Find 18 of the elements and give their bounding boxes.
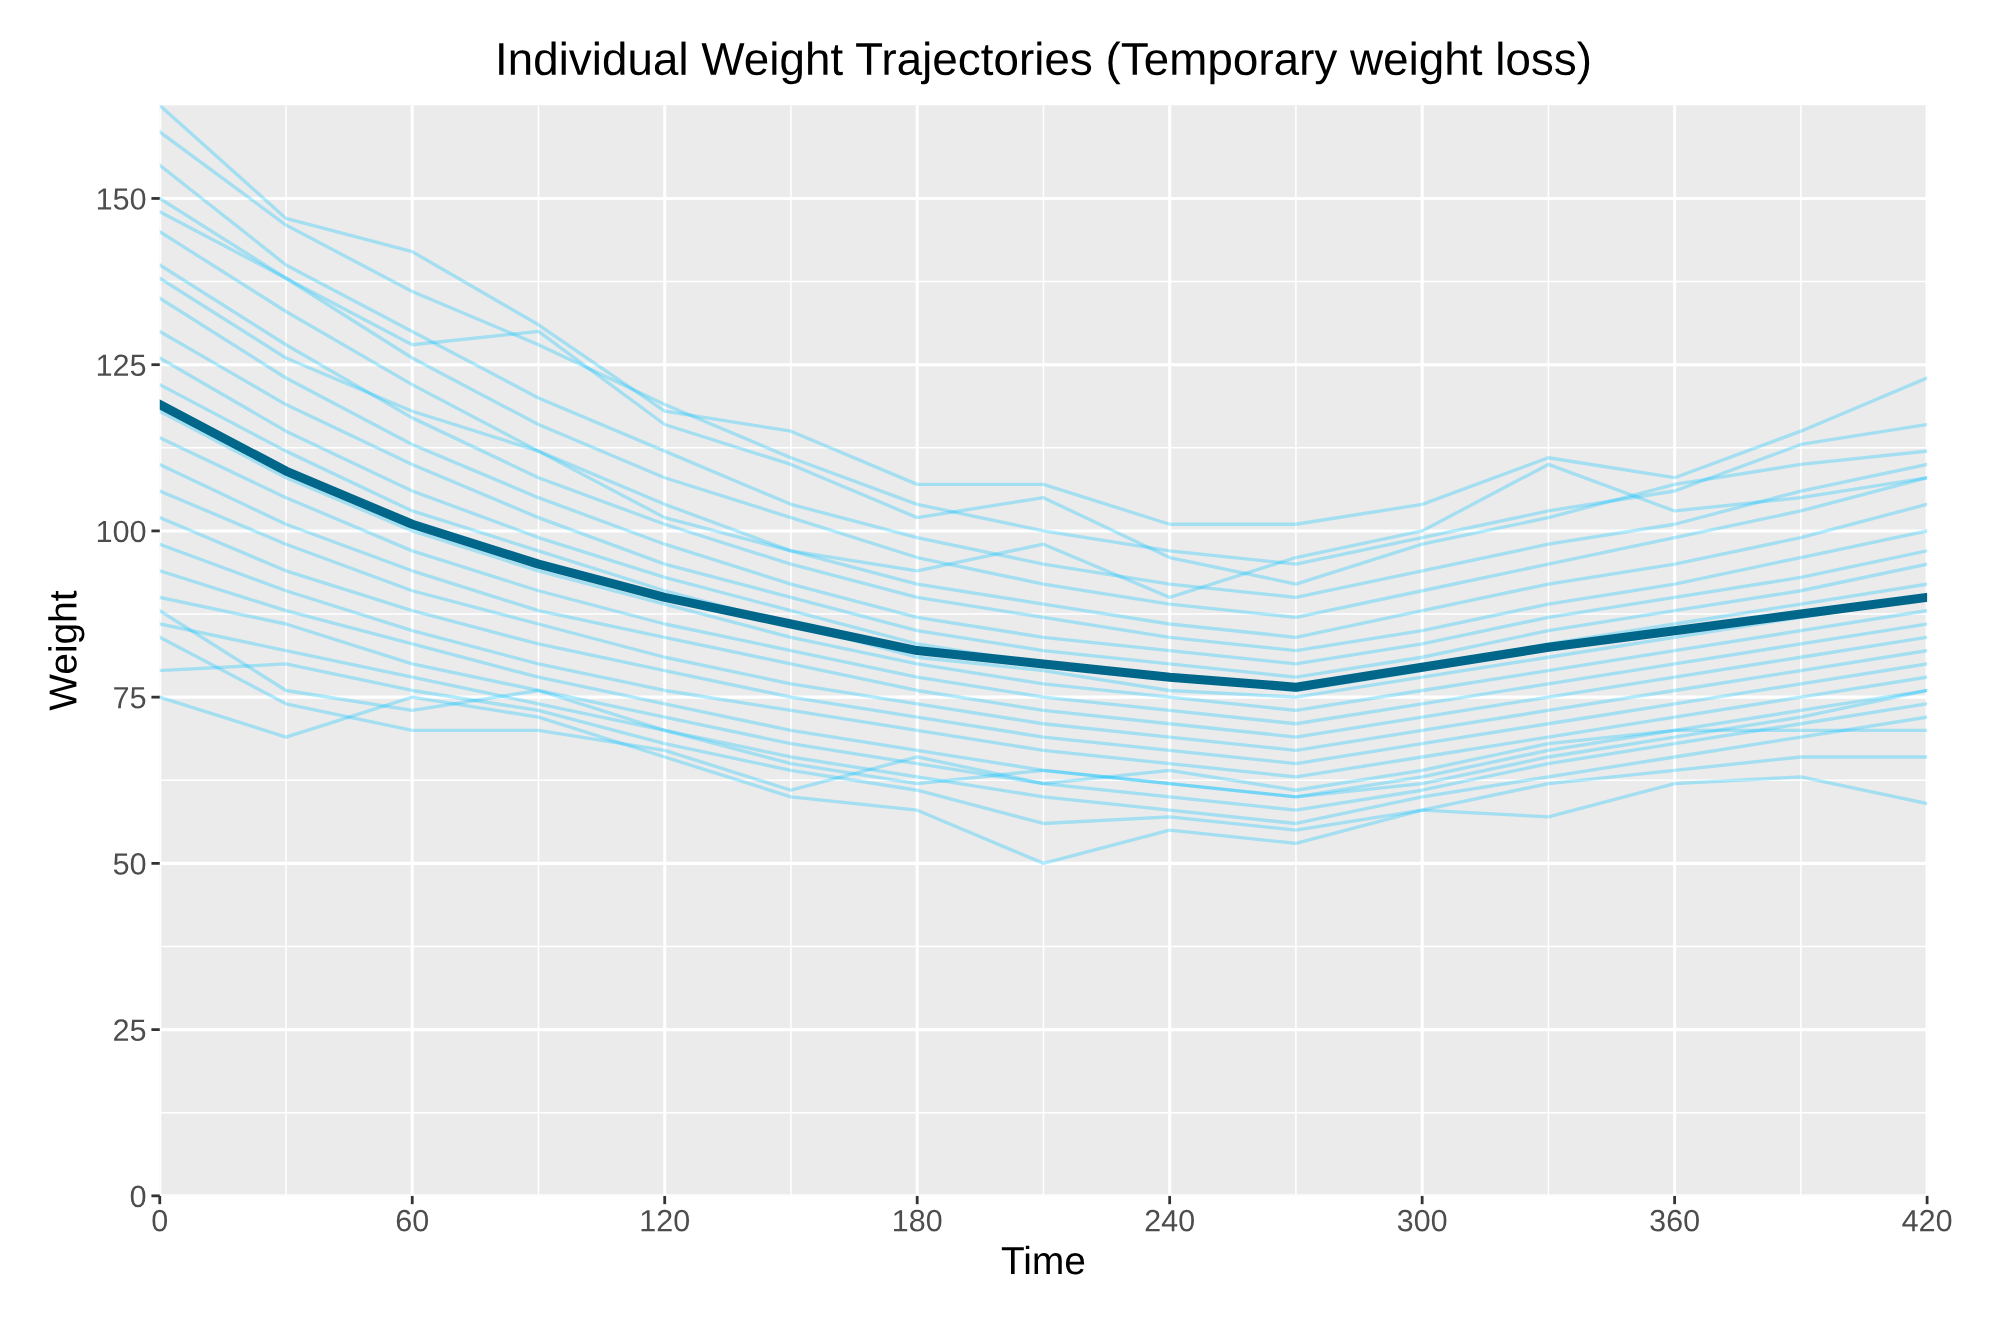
x-tick-label: 420 <box>1902 1209 1952 1232</box>
y-tick-label: 0 <box>130 1185 146 1208</box>
x-tick-label: 240 <box>1145 1209 1194 1232</box>
x-tick-label: 360 <box>1650 1209 1699 1232</box>
x-tick-label: 0 <box>152 1209 168 1232</box>
y-tick-label: 50 <box>113 853 146 875</box>
y-tick-label: 125 <box>97 354 146 377</box>
x-axis-title: Time <box>1001 1245 1085 1275</box>
y-tick-label: 75 <box>114 687 146 709</box>
y-tick-label: 100 <box>97 520 146 543</box>
x-tick-label: 60 <box>396 1209 429 1232</box>
x-tick-label: 300 <box>1397 1209 1447 1232</box>
y-tick-label: 150 <box>97 188 146 210</box>
x-tick-label: 180 <box>894 1209 942 1232</box>
y-axis-title: Weight <box>48 590 85 711</box>
y-tick-label: 25 <box>114 1019 146 1041</box>
chart-title: Individual Weight Trajectories (Temporary weight loss) <box>499 41 1590 85</box>
x-tick-label: 120 <box>641 1209 690 1232</box>
